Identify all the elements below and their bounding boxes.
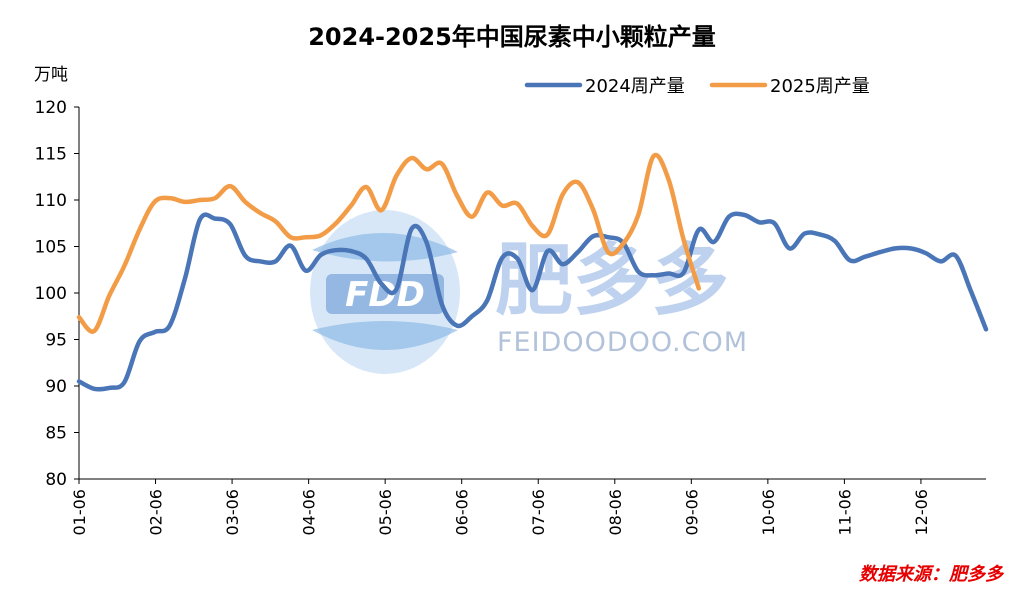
y-tick-label: 85: [45, 424, 67, 444]
data-source-note: 数据来源：肥多多: [859, 564, 1005, 585]
x-tick-label: 11-06: [835, 489, 854, 536]
watermark-leaf-top-icon: [312, 232, 458, 262]
y-axis-unit: 万吨: [34, 65, 68, 85]
y-tick-label: 115: [35, 145, 67, 165]
y-tick-label: 110: [35, 191, 67, 211]
x-tick-label: 02-06: [147, 489, 166, 536]
watermark-logo-text: FDD: [345, 275, 425, 315]
x-tick-label: 10-06: [759, 489, 778, 536]
x-tick-label: 07-06: [529, 489, 548, 536]
y-tick-label: 95: [45, 331, 67, 351]
series-line-2024: [76, 211, 989, 392]
y-tick-label: 100: [35, 284, 67, 304]
y-tick-label: 80: [45, 470, 67, 490]
watermark-leaf-bottom-icon: [312, 321, 458, 350]
watermark-brand: 肥多多: [495, 236, 729, 326]
watermark: FDD 肥多多 FEIDOODOO.COM: [310, 210, 748, 374]
x-tick-label: 06-06: [453, 489, 472, 535]
legend-label: 2025周产量: [770, 76, 870, 97]
y-tick-label: 90: [45, 377, 67, 397]
x-tick-label: 05-06: [376, 489, 395, 536]
x-tick-label: 01-06: [70, 489, 89, 536]
x-tick-label: 04-06: [300, 489, 319, 536]
y-tick-label: 105: [35, 238, 67, 258]
watermark-logo-badge: [326, 274, 444, 314]
x-tick-label: 08-06: [606, 489, 625, 536]
chart-title: 2024-2025年中国尿素中小颗粒产量: [308, 23, 716, 51]
legend: 2024周产量 2025周产量: [524, 76, 870, 97]
legend-label: 2024周产量: [585, 76, 685, 97]
x-tick-label: 12-06: [912, 489, 931, 536]
plot-area: [76, 152, 989, 392]
y-axis: 80 85 90 95 100 105 110 115 120: [35, 98, 80, 490]
x-axis: 01-06 02-06 03-06 04-06 05-06 06-06 07-06 08-06…: [70, 478, 986, 536]
y-tick-label: 120: [35, 98, 67, 118]
x-tick-label: 09-06: [682, 489, 701, 536]
x-tick-label: 03-06: [223, 489, 242, 536]
watermark-site: FEIDOODOO.COM: [497, 327, 748, 358]
series-line-2025: [76, 152, 702, 334]
